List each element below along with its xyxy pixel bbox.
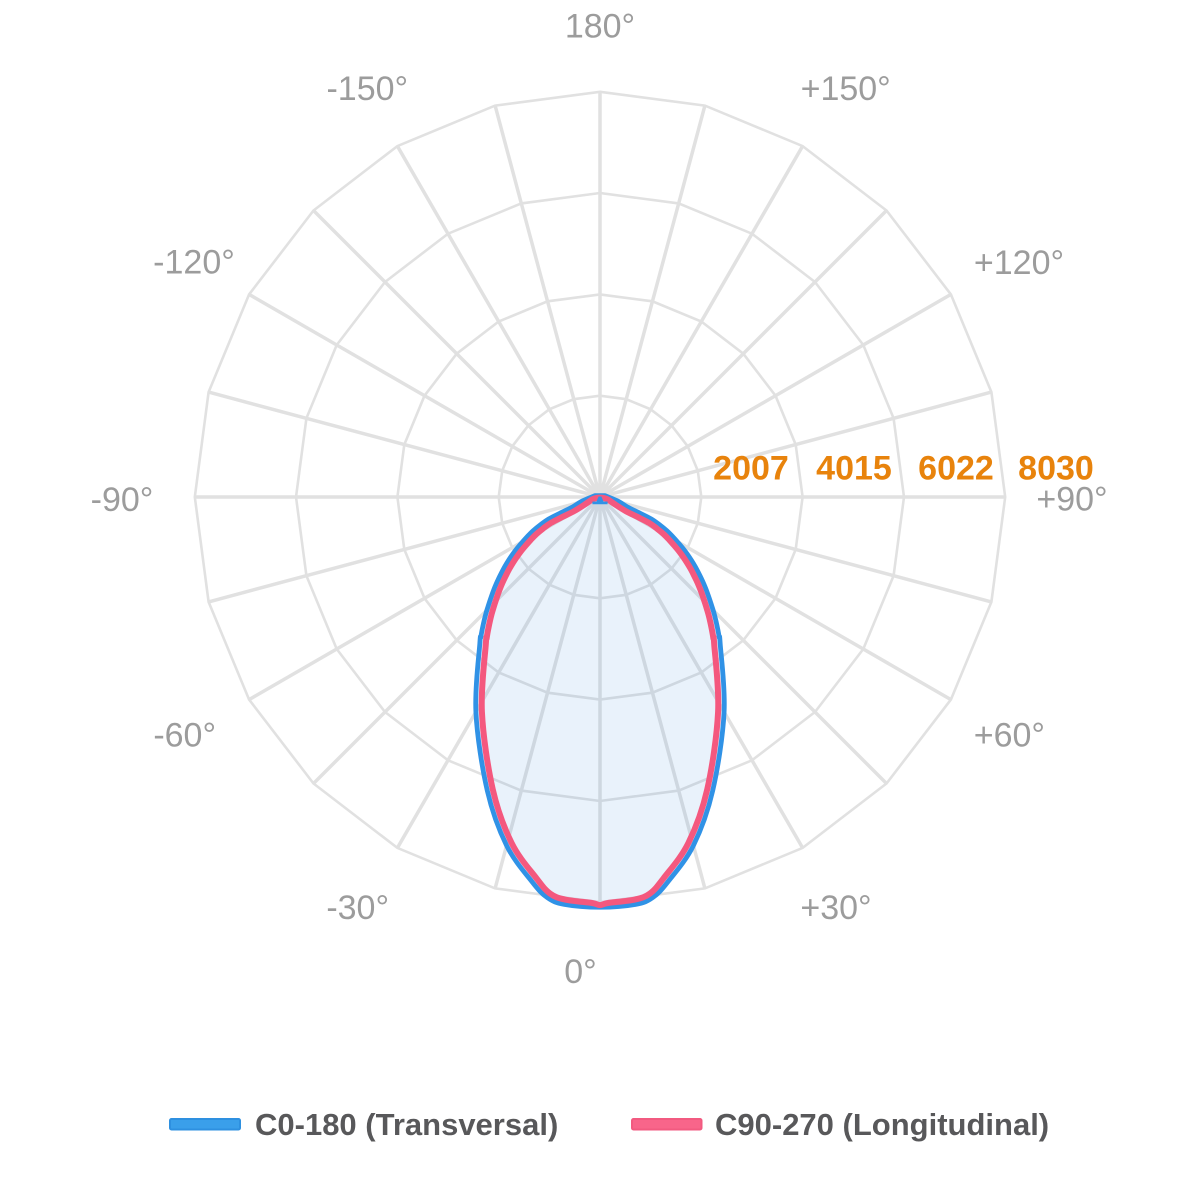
svg-text:180°: 180° [565, 7, 635, 45]
svg-text:+120°: +120° [974, 244, 1064, 282]
svg-text:+60°: +60° [974, 717, 1045, 755]
svg-text:0°: 0° [564, 953, 597, 991]
svg-text:-150°: -150° [326, 70, 408, 108]
svg-text:+30°: +30° [800, 889, 871, 927]
svg-text:C90-270 (Longitudinal): C90-270 (Longitudinal) [715, 1107, 1049, 1142]
svg-text:4015: 4015 [816, 450, 892, 488]
svg-text:8030: 8030 [1018, 450, 1094, 488]
svg-text:-60°: -60° [153, 716, 216, 754]
svg-text:2007: 2007 [713, 450, 789, 488]
svg-text:C0-180 (Transversal): C0-180 (Transversal) [255, 1107, 558, 1142]
svg-text:6022: 6022 [918, 450, 994, 488]
svg-text:-30°: -30° [326, 889, 389, 927]
svg-text:-120°: -120° [153, 244, 235, 282]
svg-text:+150°: +150° [801, 70, 891, 108]
svg-text:+90°: +90° [1036, 481, 1107, 519]
svg-text:-90°: -90° [91, 481, 154, 519]
